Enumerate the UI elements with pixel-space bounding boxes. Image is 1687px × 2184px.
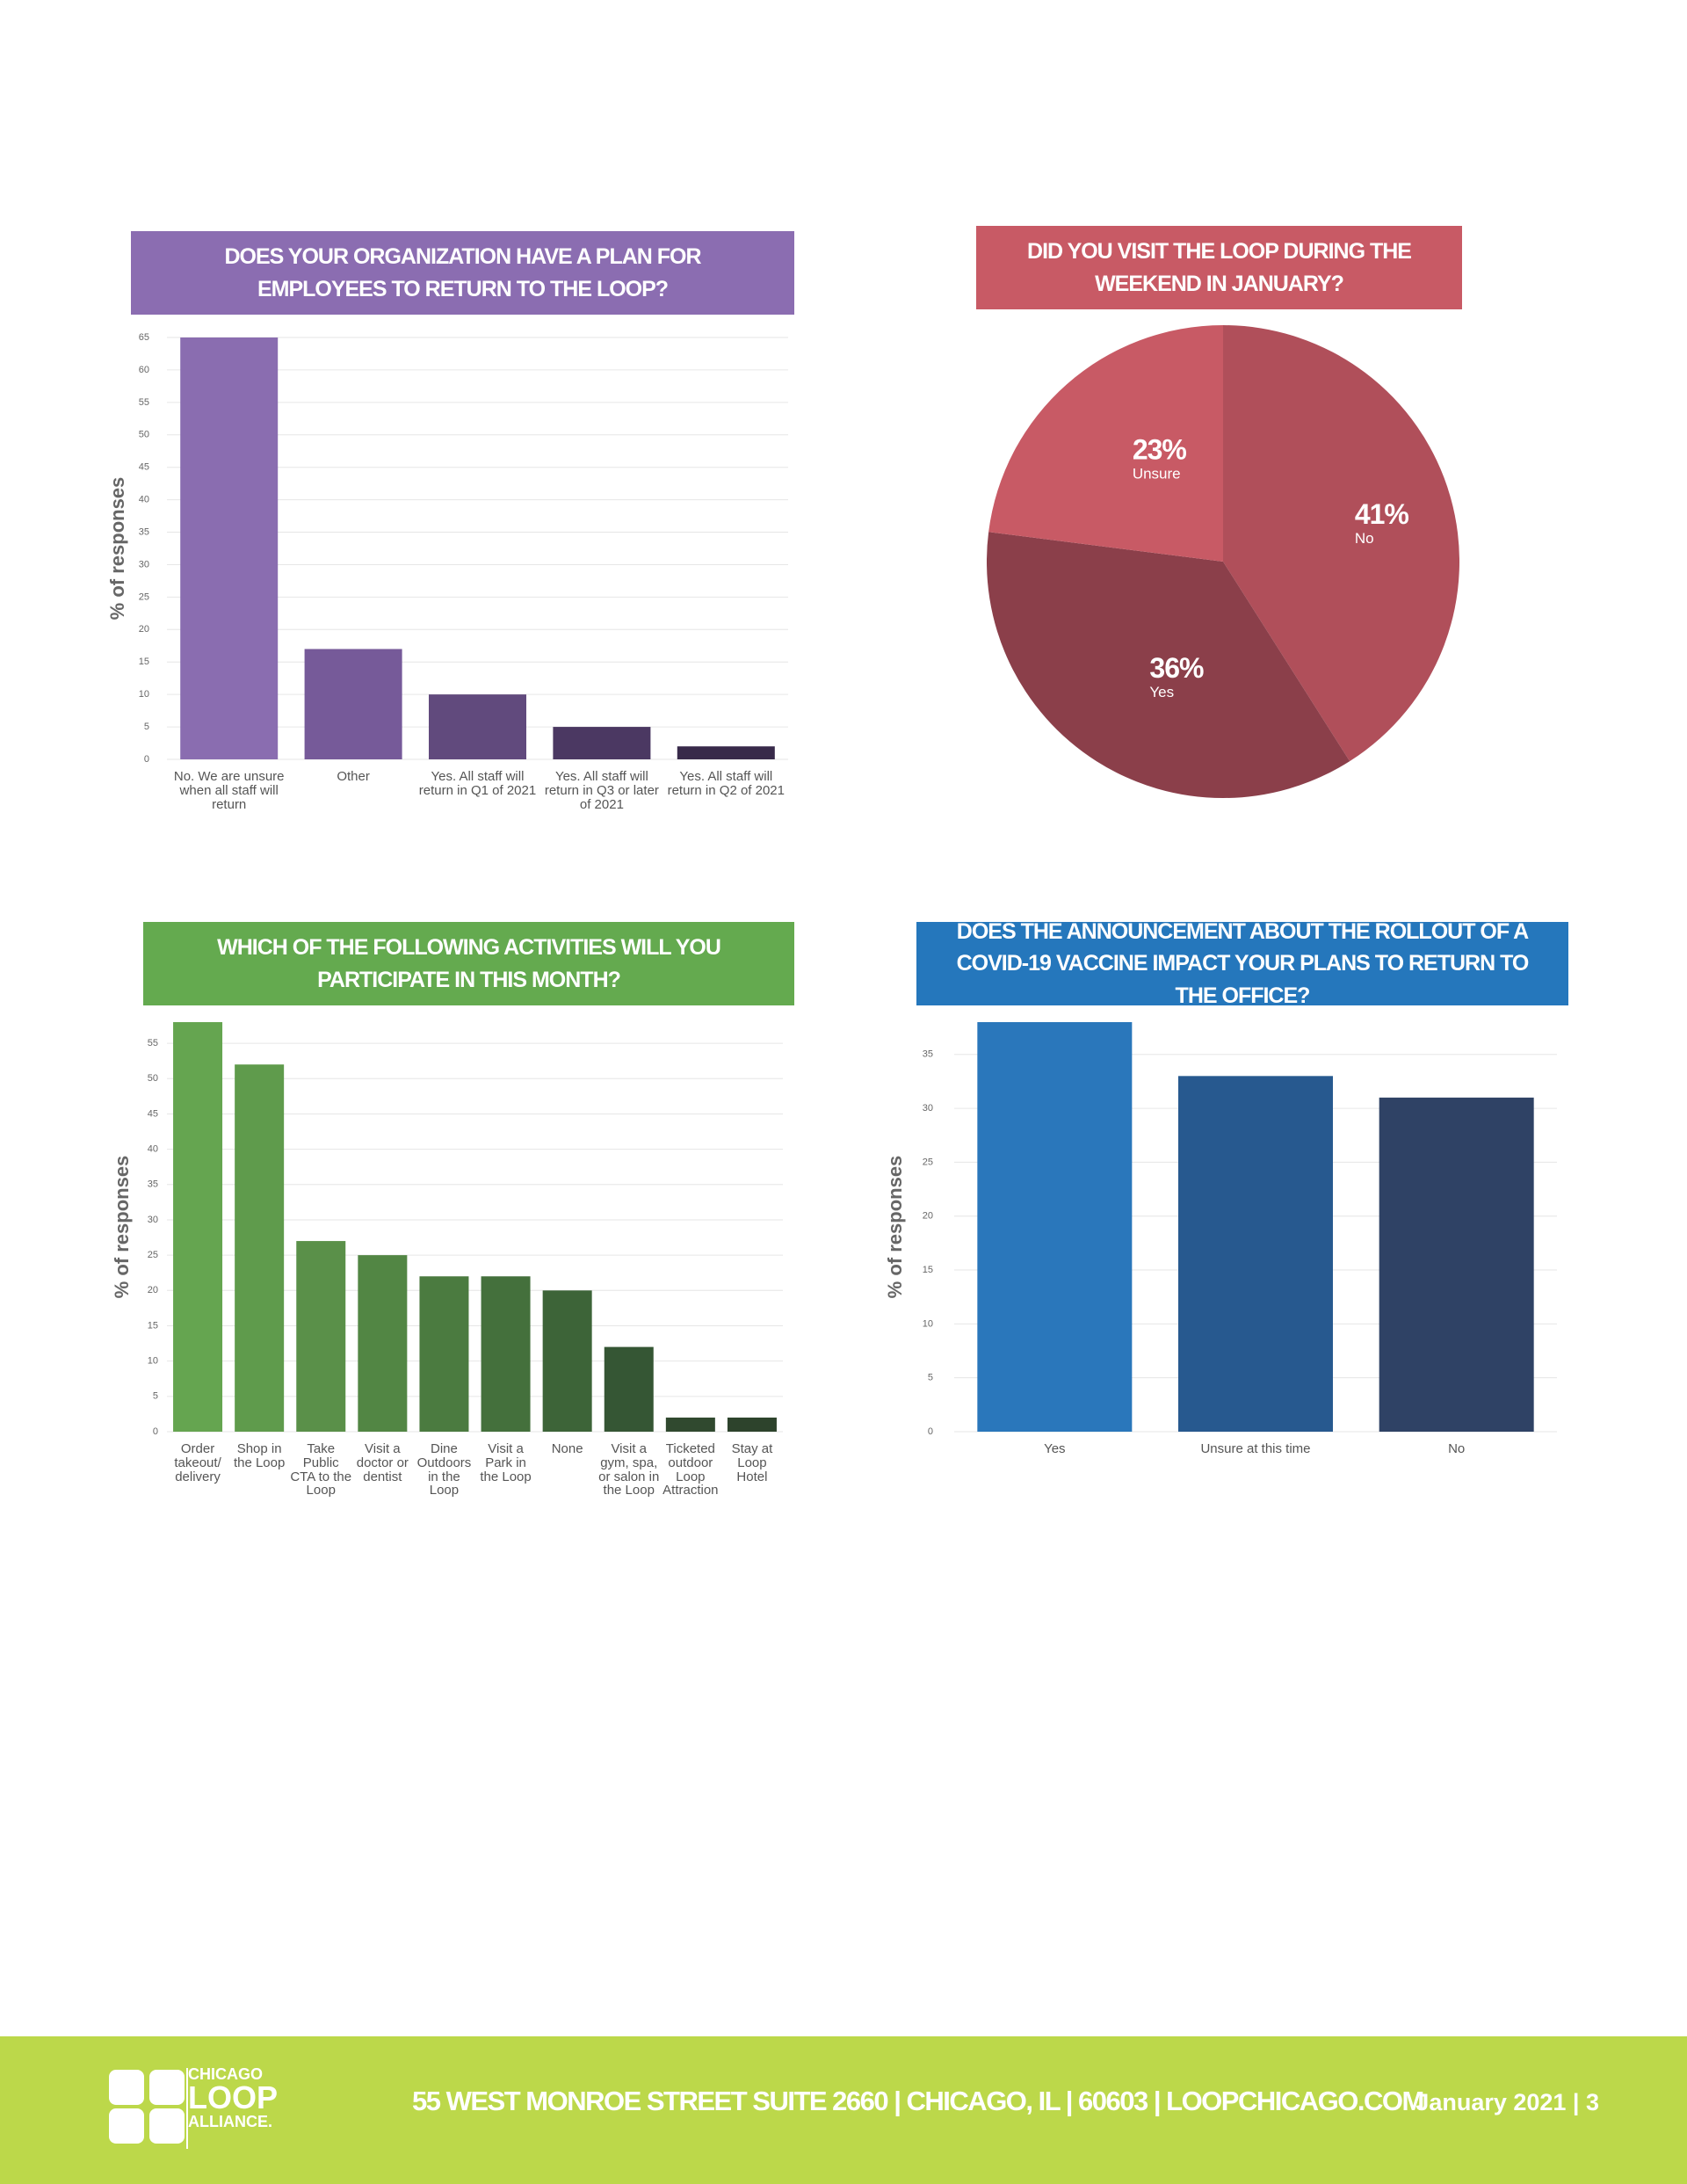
bar	[677, 746, 775, 759]
logo-icon	[109, 2070, 185, 2144]
slice-label: Unsure	[1133, 465, 1181, 482]
y-tick-label: 30	[139, 559, 149, 570]
bar	[180, 337, 279, 759]
bar	[665, 1417, 715, 1432]
x-tick-label: No. We are unsure when all staff will re…	[173, 769, 285, 812]
x-tick-label: Visit a gym, spa, or salon in the Loop	[598, 1441, 660, 1498]
y-tick-label: 35	[139, 526, 149, 537]
bar	[235, 1064, 285, 1432]
logo-line: CHICAGO	[188, 2065, 263, 2083]
bar	[553, 727, 651, 759]
bar	[429, 694, 526, 759]
y-tick-label: 10	[923, 1318, 933, 1329]
y-tick-label: 60	[139, 365, 149, 375]
x-tick-label: Dine Outdoors in the Loop	[416, 1441, 472, 1498]
y-tick-label: 10	[139, 689, 149, 700]
bar	[296, 1241, 346, 1432]
y-tick-label: 45	[148, 1108, 158, 1119]
y-tick-label: 20	[139, 624, 149, 635]
x-tick-label: Yes. All staff will return in Q3 or late…	[544, 769, 659, 812]
y-tick-label: 0	[153, 1426, 158, 1437]
y-tick-label: 5	[928, 1373, 933, 1383]
bar	[481, 1276, 531, 1432]
address: 55 WEST MONROE STREET SUITE 2660 | CHICA…	[412, 2086, 1424, 2116]
slice-label: Yes	[1149, 684, 1174, 700]
chart-title: DOES YOUR ORGANIZATION HAVE A PLAN FOR E…	[131, 231, 794, 315]
x-tick-label: Yes	[1044, 1441, 1066, 1456]
y-axis-label: % of responses	[884, 1156, 906, 1299]
y-tick-label: 40	[139, 495, 149, 505]
x-tick-label: Order takeout/ delivery	[174, 1441, 221, 1484]
page-number: January 2021 | 3	[1415, 2089, 1599, 2115]
y-tick-label: 5	[153, 1391, 158, 1402]
bar	[542, 1290, 592, 1432]
y-tick-label: 50	[139, 430, 149, 440]
y-tick-label: 65	[139, 332, 149, 343]
y-tick-label: 50	[148, 1073, 158, 1084]
divider	[186, 2068, 188, 2149]
y-tick-label: 0	[928, 1426, 933, 1437]
y-tick-label: 15	[148, 1320, 158, 1331]
bar	[173, 1022, 223, 1432]
x-tick-label: No	[1448, 1441, 1466, 1456]
y-tick-label: 55	[148, 1038, 158, 1048]
pie-slice	[988, 325, 1223, 562]
y-tick-label: 0	[144, 754, 149, 765]
y-axis-label: % of responses	[106, 477, 128, 620]
logo-line: ALLIANCE.	[188, 2113, 272, 2130]
slice-value: 23%	[1133, 433, 1187, 465]
bar	[1379, 1097, 1534, 1432]
bar	[304, 649, 402, 759]
x-tick-label: Stay at Loop Hotel	[731, 1441, 773, 1484]
y-tick-label: 55	[139, 397, 149, 408]
y-tick-label: 20	[148, 1285, 158, 1295]
pie-slice	[986, 532, 1350, 799]
y-tick-label: 35	[148, 1179, 158, 1190]
x-tick-label: Unsure at this time	[1200, 1441, 1311, 1456]
y-tick-label: 30	[923, 1103, 933, 1114]
y-tick-label: 20	[923, 1211, 933, 1222]
x-tick-label: Yes. All staff will return in Q1 of 2021	[418, 769, 537, 798]
logo-text: CHICAGO LOOP ALLIANCE.	[188, 2066, 278, 2130]
x-tick-label: Take Public CTA to the Loop	[290, 1441, 352, 1498]
x-tick-label: Visit a doctor or dentist	[356, 1441, 409, 1484]
chart-title: DID YOU VISIT THE LOOP DURING THE WEEKEN…	[976, 226, 1462, 309]
y-tick-label: 15	[923, 1265, 933, 1275]
chart-title: DOES THE ANNOUNCEMENT ABOUT THE ROLLOUT …	[916, 919, 1568, 1008]
x-tick-label: Yes. All staff will return in Q2 of 2021	[667, 769, 785, 798]
x-tick-label: Shop in the Loop	[233, 1441, 286, 1470]
bar	[977, 1022, 1133, 1432]
logo-line: LOOP	[188, 2079, 279, 2115]
y-tick-label: 35	[923, 1049, 933, 1060]
bar	[1178, 1076, 1333, 1432]
slice-value: 41%	[1355, 498, 1409, 530]
bar	[604, 1346, 654, 1432]
y-tick-label: 15	[139, 657, 149, 667]
y-tick-label: 5	[144, 722, 149, 732]
x-tick-label: Other	[337, 769, 370, 784]
y-tick-label: 25	[139, 591, 149, 602]
y-tick-label: 45	[139, 462, 149, 473]
bar	[419, 1276, 469, 1432]
slice-label: No	[1355, 530, 1374, 547]
y-tick-label: 10	[148, 1356, 158, 1367]
footer: CHICAGO LOOP ALLIANCE. 55 WEST MONROE ST…	[0, 2036, 1687, 2184]
chart-title: WHICH OF THE FOLLOWING ACTIVITIES WILL Y…	[143, 922, 794, 1005]
y-tick-label: 30	[148, 1215, 158, 1225]
y-tick-label: 25	[148, 1250, 158, 1260]
bar	[358, 1255, 408, 1432]
bar	[727, 1417, 777, 1432]
y-tick-label: 25	[923, 1157, 933, 1167]
x-tick-label: Visit a Park in the Loop	[480, 1441, 532, 1484]
y-axis-label: % of responses	[111, 1156, 133, 1299]
x-tick-label: None	[551, 1441, 583, 1456]
y-tick-label: 40	[148, 1144, 158, 1155]
x-tick-label: Ticketed outdoor Loop Attraction	[662, 1441, 719, 1498]
pie-slice	[1223, 325, 1460, 762]
slice-value: 36%	[1149, 652, 1204, 684]
